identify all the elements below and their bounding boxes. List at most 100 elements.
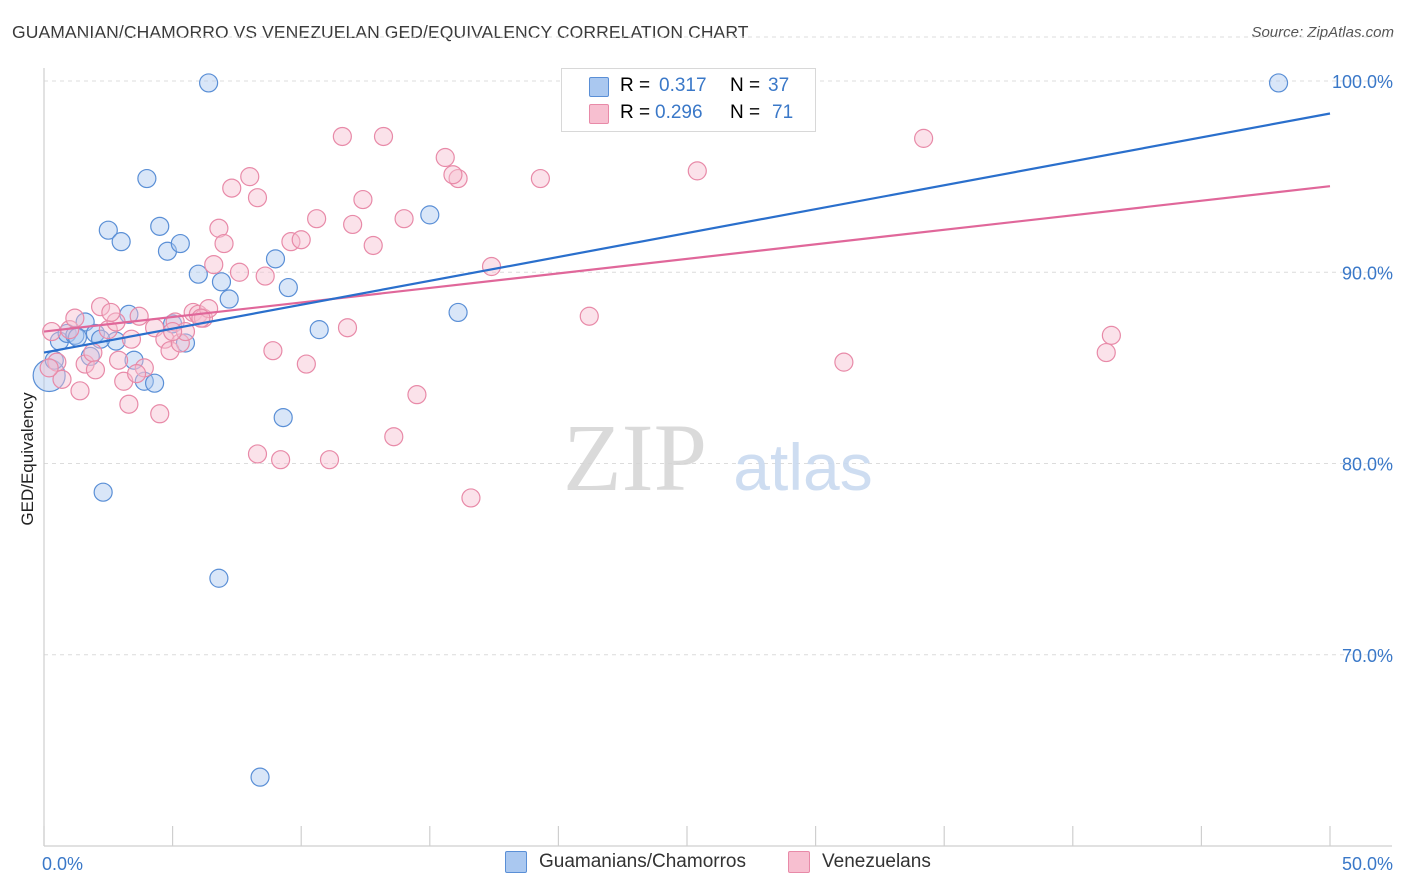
legend-swatch-venezuelans xyxy=(589,104,609,124)
legend-n-label-2: N = xyxy=(730,102,761,123)
guamanians-point xyxy=(265,249,286,269)
guamanians-point xyxy=(448,302,468,323)
venezuelans-point xyxy=(343,214,363,235)
bottom-legend-venezuelans: Venezuelans xyxy=(788,851,931,873)
venezuelans-point xyxy=(481,256,502,277)
venezuelans-point xyxy=(150,404,170,424)
bottom-legend-guamanians: Guamanians/Chamorros xyxy=(505,851,746,873)
venezuelans-point xyxy=(39,358,59,378)
y-tick-label: 70.0% xyxy=(1342,646,1393,666)
guamanians-point xyxy=(188,264,208,284)
guamanians-point xyxy=(309,320,329,340)
legend-n-value-1: 37 xyxy=(768,75,790,96)
legend-n-value-2: 71 xyxy=(772,102,794,123)
venezuelans-point xyxy=(170,333,190,353)
guamanians-point xyxy=(278,277,298,298)
bottom-legend-swatch-guamanians xyxy=(505,851,527,873)
watermark-atlas: atlas xyxy=(733,430,872,504)
watermark-zip: ZIP xyxy=(563,404,707,511)
tick-labels: 70.0% 80.0% 90.0% 100.0% 0.0% 50.0% xyxy=(42,72,1393,874)
venezuelans-point xyxy=(204,255,224,275)
venezuelans-point xyxy=(75,354,95,374)
y-tick-label: 100.0% xyxy=(1332,72,1393,92)
guamanians-point xyxy=(93,482,113,502)
venezuelans-point xyxy=(579,306,599,326)
guamanians-point xyxy=(1268,73,1289,93)
venezuelans-point xyxy=(443,165,463,185)
venezuelans-point xyxy=(394,209,414,229)
venezuelans-point xyxy=(271,450,291,470)
guamanians-trend-line xyxy=(43,112,1331,354)
venezuelans-point xyxy=(687,161,707,181)
venezuelans-point xyxy=(448,168,468,189)
guamanians-point xyxy=(111,232,131,252)
gridlines xyxy=(44,36,1392,656)
legend-r-label-2: R = xyxy=(620,102,651,123)
venezuelans-point xyxy=(160,341,180,361)
venezuelans-point xyxy=(263,341,283,361)
correlation-legend: R = 0.317 N = 37 R = 0.296 N = 71 xyxy=(561,68,816,132)
guamanians-point xyxy=(32,358,66,393)
venezuelans-point xyxy=(52,369,72,389)
legend-r-label-1: R = xyxy=(620,75,651,96)
venezuelans-point xyxy=(373,126,394,147)
x-tick-label: 0.0% xyxy=(42,854,83,874)
venezuelans-point xyxy=(1096,342,1116,363)
guamanians-point xyxy=(250,767,270,787)
venezuelans-point xyxy=(47,352,67,372)
series-venezuelans-points xyxy=(39,126,1121,508)
guamanians-point xyxy=(144,373,165,393)
venezuelans-point xyxy=(332,126,352,147)
legend-swatch-guamanians xyxy=(589,77,609,97)
venezuelans-point xyxy=(319,450,340,470)
venezuelans-point xyxy=(65,308,85,328)
venezuelans-point xyxy=(461,488,481,508)
guamanians-point xyxy=(150,216,170,236)
venezuelans-point xyxy=(307,209,327,229)
venezuelans-point xyxy=(247,444,268,464)
trend-lines xyxy=(43,112,1331,354)
guamanians-point xyxy=(98,220,118,240)
guamanians-point xyxy=(175,333,196,353)
guamanians-point xyxy=(219,289,239,309)
venezuelans-point xyxy=(101,302,121,323)
venezuelans-point xyxy=(126,364,147,384)
venezuelans-trend-line xyxy=(43,185,1331,333)
venezuelans-point xyxy=(435,147,455,168)
guamanians-point xyxy=(420,205,440,225)
venezuelans-point xyxy=(407,385,427,405)
guamanians-point xyxy=(273,408,293,428)
bottom-legend-label-venezuelans: Venezuelans xyxy=(822,851,931,872)
venezuelans-point xyxy=(229,262,250,282)
guamanians-point xyxy=(170,233,190,254)
venezuelans-point xyxy=(209,218,229,238)
venezuelans-point xyxy=(834,352,854,372)
venezuelans-point xyxy=(163,321,183,342)
venezuelans-point xyxy=(85,360,106,380)
venezuelans-point xyxy=(247,188,268,208)
venezuelans-point xyxy=(121,329,142,349)
venezuelans-point xyxy=(291,230,311,250)
venezuelans-point xyxy=(240,167,260,187)
venezuelans-point xyxy=(255,266,275,286)
y-tick-label: 80.0% xyxy=(1342,455,1393,475)
venezuelans-point xyxy=(363,235,383,256)
venezuelans-point xyxy=(214,233,234,254)
y-tick-label: 90.0% xyxy=(1342,263,1393,283)
venezuelans-point xyxy=(83,342,103,363)
venezuelans-point xyxy=(90,297,111,317)
venezuelans-point xyxy=(914,128,934,148)
legend-r-value-2: 0.296 xyxy=(655,102,703,123)
axes xyxy=(43,68,1392,847)
x-tick-label: 50.0% xyxy=(1342,854,1393,874)
guamanians-point xyxy=(211,272,232,292)
venezuelans-point xyxy=(70,381,90,401)
venezuelans-point xyxy=(296,354,316,374)
bottom-legend-label-guamanians: Guamanians/Chamorros xyxy=(539,851,746,872)
venezuelans-point xyxy=(108,350,129,370)
venezuelans-point xyxy=(353,189,373,210)
venezuelans-point xyxy=(119,394,139,414)
legend-n-label-1: N = xyxy=(730,75,761,96)
guamanians-point xyxy=(209,568,229,588)
